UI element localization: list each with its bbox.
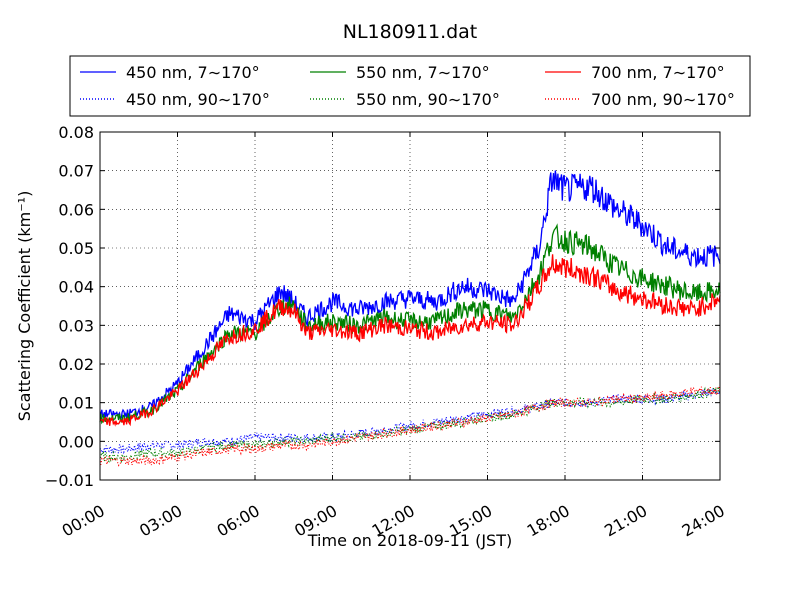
x-axis-label: Time on 2018-09-11 (JST) <box>307 531 512 550</box>
y-tick-label: 0.01 <box>58 394 94 413</box>
legend-label: 550 nm, 90∼170° <box>356 90 500 109</box>
series-line <box>99 254 721 427</box>
y-tick-label: 0.08 <box>58 123 94 142</box>
y-tick-label: 0.06 <box>58 200 94 219</box>
legend-label: 700 nm, 90∼170° <box>591 90 735 109</box>
legend-box <box>69 55 751 117</box>
series-line <box>99 386 721 467</box>
legend-label: 700 nm, 7∼170° <box>591 63 725 82</box>
legend-label: 450 nm, 90∼170° <box>126 90 270 109</box>
ticks <box>99 131 721 481</box>
legend-label: 450 nm, 7∼170° <box>126 63 260 82</box>
y-tick-label: 0.00 <box>58 432 94 451</box>
chart-title: NL180911.dat <box>343 21 478 43</box>
y-tick-label: 0.05 <box>58 239 94 258</box>
series-layer <box>99 170 721 467</box>
y-tick-labels: −0.01 0.00 0.01 0.02 0.03 0.04 0.05 0.06 0.07 0.0… <box>45 123 94 490</box>
series-line <box>99 223 721 425</box>
y-tick-label: −0.01 <box>45 471 94 490</box>
series-line <box>99 386 721 464</box>
series-line <box>99 170 721 420</box>
y-tick-label: 0.03 <box>58 316 94 335</box>
legend: 450 nm, 7∼170° 550 nm, 7∼170° 700 nm, 7∼17… <box>69 55 751 117</box>
legend-label: 550 nm, 7∼170° <box>356 63 490 82</box>
y-axis-label: Scattering Coefficient (km⁻¹) <box>15 191 34 422</box>
y-tick-label: 0.07 <box>58 162 94 181</box>
y-tick-label: 0.04 <box>58 278 94 297</box>
y-tick-label: 0.02 <box>58 355 94 374</box>
